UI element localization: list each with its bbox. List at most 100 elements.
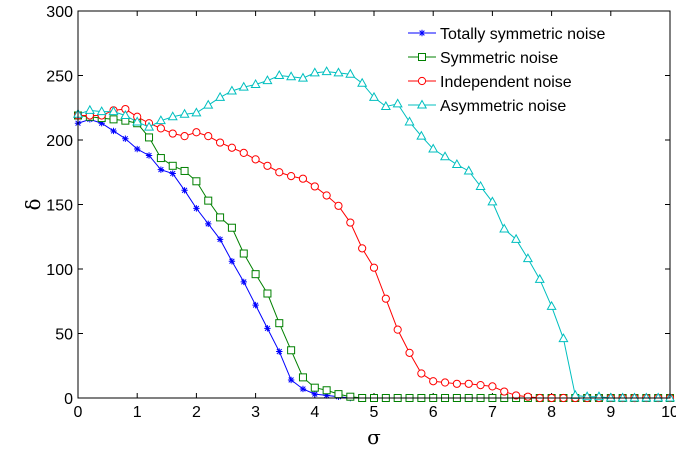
data-point — [108, 106, 119, 116]
data-point — [251, 270, 260, 279]
data-point — [145, 152, 153, 159]
data-point — [357, 77, 368, 87]
data-point — [239, 249, 248, 258]
legend-marker — [416, 99, 428, 109]
x-tick-label: 9 — [606, 404, 615, 421]
data-point — [179, 108, 190, 118]
y-tick-label: 50 — [55, 327, 73, 344]
data-point — [180, 166, 189, 175]
x-tick-label: 3 — [251, 404, 260, 421]
data-point — [252, 301, 259, 309]
y-tick-label: 100 — [46, 262, 73, 279]
data-point — [322, 191, 331, 200]
data-point — [168, 129, 177, 138]
data-point — [298, 174, 308, 183]
data-point — [227, 143, 237, 152]
y-axis-title: δ — [21, 198, 45, 210]
data-point — [132, 116, 143, 126]
data-point — [239, 148, 248, 157]
legend-label: Totally symmetric noise — [440, 26, 605, 43]
data-point — [346, 218, 355, 227]
data-point — [297, 72, 309, 82]
data-point — [204, 132, 213, 141]
data-point — [238, 81, 249, 91]
x-axis-title: σ — [367, 425, 381, 449]
data-point — [155, 115, 166, 125]
y-tick-label: 150 — [46, 198, 73, 215]
legend-marker — [418, 53, 426, 61]
data-point — [286, 71, 297, 81]
data-point — [169, 170, 176, 177]
data-point — [240, 278, 247, 286]
data-point — [404, 116, 415, 126]
data-point — [251, 155, 260, 164]
legend-item: Totally symmetric noise — [408, 26, 605, 43]
legend-label: Symmetric noise — [440, 50, 558, 67]
data-point — [84, 104, 95, 114]
data-point — [287, 346, 296, 355]
data-point — [216, 236, 224, 243]
data-point — [334, 390, 343, 399]
data-point — [98, 120, 105, 127]
data-point — [310, 182, 319, 191]
data-point — [511, 233, 522, 243]
data-point — [299, 385, 307, 393]
data-point — [192, 128, 201, 137]
data-point — [180, 132, 189, 141]
legend-label: Independent noise — [440, 74, 572, 91]
data-point — [250, 79, 261, 89]
data-point — [203, 99, 214, 109]
data-point — [181, 187, 188, 194]
data-point — [428, 143, 439, 153]
data-point — [546, 300, 557, 310]
data-point — [487, 196, 498, 206]
data-point — [369, 263, 379, 272]
data-point — [381, 294, 390, 303]
data-point — [228, 258, 236, 265]
data-point — [416, 130, 427, 140]
plot-frame — [77, 10, 671, 399]
y-tick-label: 200 — [46, 133, 73, 150]
data-point — [227, 223, 236, 232]
data-point — [345, 68, 356, 78]
data-point — [368, 91, 380, 101]
x-tick-label: 8 — [547, 404, 556, 421]
data-point — [287, 376, 295, 384]
data-point — [193, 205, 200, 212]
data-point — [499, 223, 510, 233]
legend-marker — [417, 76, 427, 86]
data-point — [558, 333, 569, 343]
y-tick-label: 0 — [64, 391, 73, 408]
x-tick-label: 4 — [310, 404, 319, 421]
data-point — [145, 133, 154, 142]
data-point — [464, 379, 473, 388]
data-point — [157, 166, 165, 173]
data-point — [451, 158, 462, 169]
data-point — [641, 392, 652, 402]
data-point — [134, 145, 141, 153]
series-line — [77, 118, 670, 399]
data-point — [167, 111, 178, 121]
x-tick-label: 2 — [192, 404, 201, 421]
data-point — [629, 392, 640, 402]
data-point — [168, 161, 177, 170]
data-point — [275, 168, 284, 177]
data-point — [122, 135, 129, 142]
data-point — [322, 386, 331, 395]
series-line — [77, 71, 670, 399]
data-point — [156, 124, 165, 133]
x-tick-label: 1 — [133, 404, 142, 421]
legend-item: Independent noise — [408, 74, 572, 91]
x-tick-label: 10 — [661, 404, 676, 421]
data-point — [275, 319, 284, 328]
plot-series — [72, 66, 676, 403]
series-1 — [74, 111, 674, 402]
data-point — [226, 85, 237, 95]
data-point — [192, 177, 201, 186]
legend-item: Symmetric noise — [408, 50, 558, 67]
x-tick-label: 5 — [370, 404, 379, 421]
data-point — [452, 379, 461, 388]
data-point — [215, 91, 226, 101]
